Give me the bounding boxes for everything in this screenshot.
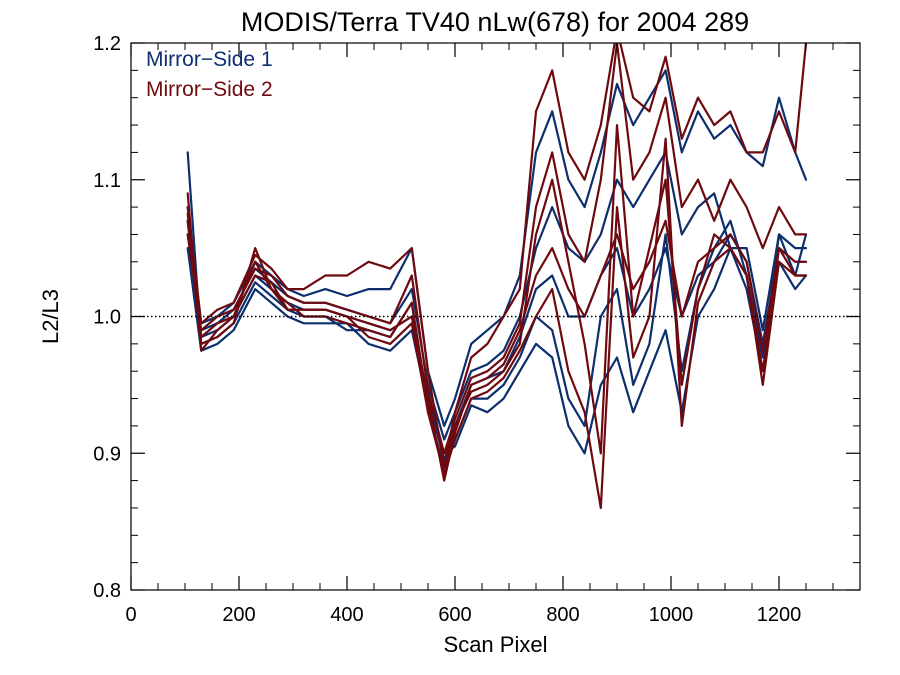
x-tick-label: 1000	[649, 604, 694, 626]
series-line-mirror-side-2-10	[186, 43, 808, 468]
y-tick-label: 0.8	[93, 580, 121, 602]
x-tick-label: 200	[222, 604, 255, 626]
legend-entry-mirror-side-2: Mirror−Side 2	[146, 78, 273, 101]
legend: Mirror−Side 1 Mirror−Side 2	[146, 48, 273, 101]
legend-entry-mirror-side-1: Mirror−Side 1	[146, 48, 273, 71]
y-tick-label: 1.1	[93, 170, 121, 192]
y-tick-label: 0.9	[93, 443, 121, 465]
series-line-mirror-side-2-8	[186, 43, 808, 455]
y-axis-label: L2/L3	[38, 289, 63, 344]
series-layer	[186, 43, 808, 510]
chart-title: MODIS/Terra TV40 nLw(678) for 2004 289	[241, 7, 749, 37]
series-line-mirror-side-1-5	[186, 69, 808, 427]
x-tick-label: 0	[125, 604, 136, 626]
x-tick-label: 800	[546, 604, 579, 626]
x-tick-label: 1200	[757, 604, 802, 626]
series-line-mirror-side-1-4	[186, 247, 808, 455]
series-line-mirror-side-2-7	[186, 123, 808, 475]
series-line-mirror-side-1-2	[186, 151, 808, 468]
plot-frame	[130, 42, 861, 591]
axes-layer: 0 200 400 600 800 1000 1200 0.8 0.9 1.0 1.1 1.2	[93, 33, 860, 626]
y-tick-label: 1.2	[93, 33, 121, 55]
series-line-mirror-side-2-9	[186, 137, 808, 510]
x-axis-label: Scan Pixel	[444, 632, 548, 657]
x-tick-label: 400	[330, 604, 363, 626]
x-tick-label: 600	[438, 604, 471, 626]
y-tick-label: 1.0	[93, 307, 121, 329]
